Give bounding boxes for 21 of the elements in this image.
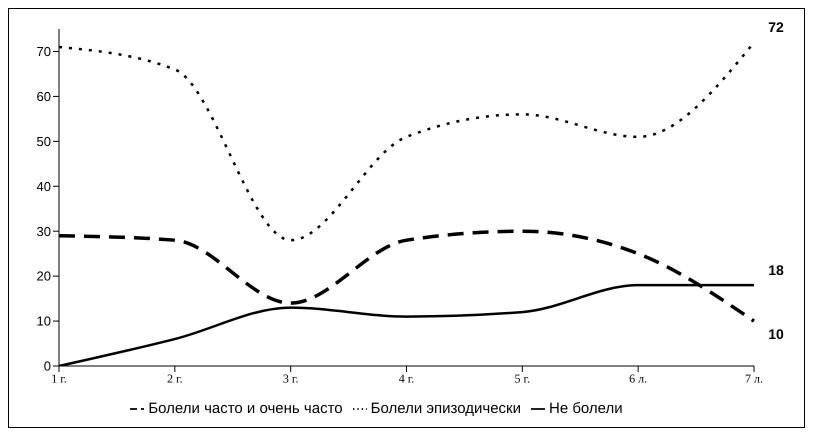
legend-label: Болели эпизодически [370, 400, 521, 417]
legend-label: Болели часто и очень часто [148, 400, 343, 417]
y-tick-label: 60 [36, 89, 51, 104]
y-tick-label: 10 [36, 314, 51, 329]
x-tick-label: 6 л. [629, 372, 648, 386]
x-tick-label: 7 л. [745, 372, 763, 386]
data-label: 10 [768, 326, 784, 342]
y-tick-label: 30 [36, 224, 51, 239]
data-label: 72 [768, 19, 784, 36]
x-tick-label: 2 г. [167, 372, 183, 386]
legend-label: Не болели [548, 400, 623, 417]
y-tick-label: 50 [36, 134, 51, 149]
x-tick-label: 5 г. [514, 372, 530, 386]
y-tick-label: 70 [36, 44, 51, 60]
y-tick-label: 40 [36, 178, 51, 194]
y-tick-label: 20 [36, 268, 51, 284]
x-tick-label: 4 г. [398, 372, 414, 386]
y-tick-label: 0 [44, 358, 51, 374]
x-tick-label: 3 г. [282, 372, 298, 386]
data-label: 18 [768, 262, 784, 278]
x-tick-label: 1 г. [51, 372, 67, 386]
